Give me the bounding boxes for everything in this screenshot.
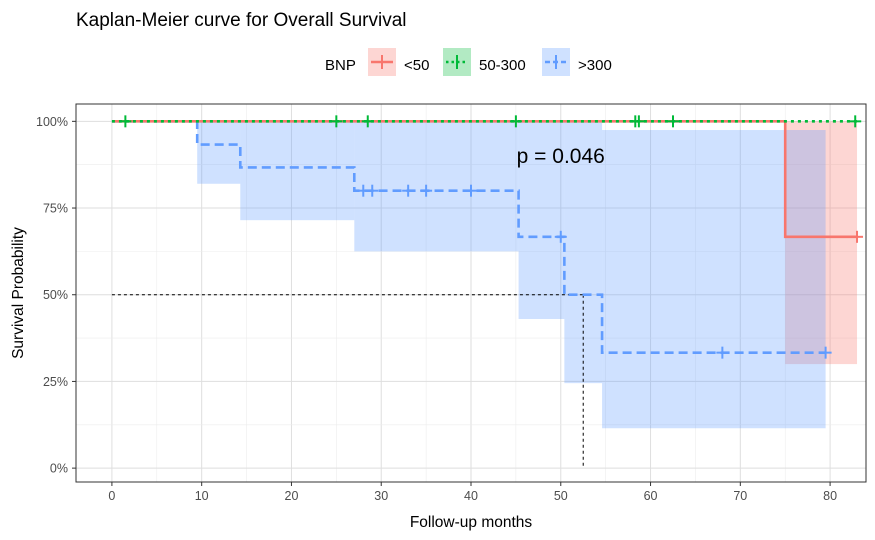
gridlines: [76, 104, 866, 482]
ci-band-gt300: [518, 121, 565, 320]
y-tick-label: 25%: [43, 375, 68, 389]
legend-label: >300: [578, 57, 612, 74]
x-tick-label: 80: [823, 489, 837, 503]
censor-mark-50-300: [849, 115, 862, 128]
ci-band-gt300: [354, 121, 519, 252]
censor-mark-50-300: [330, 115, 343, 128]
censor-mark-lt50: [851, 230, 864, 243]
censor-mark-gt300: [420, 184, 433, 197]
y-axis: 0% 25% 50% 75% 100%: [36, 115, 76, 476]
y-axis-title: Survival Probability: [10, 227, 27, 359]
y-tick-label: 0%: [50, 462, 68, 476]
censor-mark-gt300: [819, 346, 832, 359]
legend-label: 50-300: [479, 57, 526, 74]
p-value-annotation: p = 0.046: [517, 145, 605, 168]
legend-label: <50: [404, 57, 429, 74]
legend-item-gt300: >300: [542, 48, 612, 76]
x-tick-label: 40: [464, 489, 478, 503]
censor-mark-50-300: [509, 115, 522, 128]
chart-title: Kaplan-Meier curve for Overall Survival: [76, 10, 407, 31]
legend-title: BNP: [325, 57, 356, 74]
x-tick-label: 0: [108, 489, 115, 503]
x-tick-label: 10: [195, 489, 209, 503]
x-axis: 0 10 20 30 40 50 60 70 80: [108, 482, 837, 503]
x-tick-label: 30: [374, 489, 388, 503]
censor-mark-50-300: [666, 115, 679, 128]
survival-curves: [111, 120, 858, 354]
legend: BNP <50 50-300 >300: [325, 48, 612, 76]
censor-mark-gt300: [366, 184, 379, 197]
legend-item-lt50: <50: [368, 48, 429, 76]
y-tick-label: 75%: [43, 202, 68, 216]
legend-item-50-300: 50-300: [443, 48, 526, 76]
ci-band-gt300: [602, 130, 826, 429]
confidence-bands: [197, 121, 858, 429]
y-tick-label: 50%: [43, 288, 68, 302]
censor-mark-50-300: [632, 115, 645, 128]
censor-mark-gt300: [554, 230, 567, 243]
y-tick-label: 100%: [36, 115, 68, 129]
median-reference-lines: [111, 294, 584, 469]
plot-panel: p = 0.046: [75, 103, 867, 483]
x-tick-label: 70: [733, 489, 747, 503]
censor-marks: [119, 115, 864, 359]
censor-mark-50-300: [361, 115, 374, 128]
censor-mark-gt300: [465, 184, 477, 197]
x-tick-label: 50: [554, 489, 568, 503]
survival-curve-gt300: [111, 120, 826, 354]
legend-items: <50 50-300 >300: [368, 48, 612, 76]
ci-band-gt300: [240, 121, 355, 221]
ci-band-gt300: [197, 121, 241, 184]
censor-mark-gt300: [716, 346, 729, 359]
censor-mark-50-300: [119, 115, 132, 128]
x-tick-label: 20: [285, 489, 299, 503]
x-axis-title: Follow-up months: [410, 514, 533, 531]
ci-band-lt50: [785, 121, 858, 365]
x-tick-label: 60: [644, 489, 658, 503]
censor-mark-gt300: [402, 184, 415, 197]
